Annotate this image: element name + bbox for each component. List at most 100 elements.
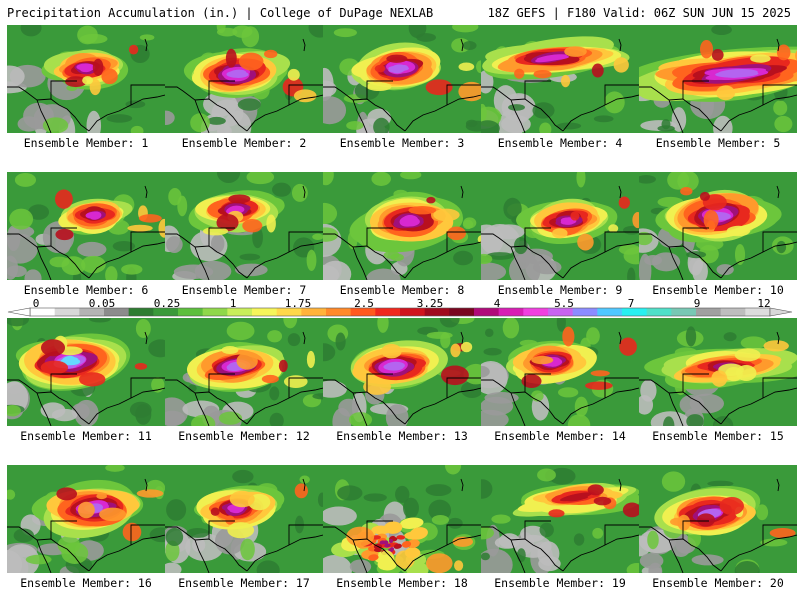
precip-cell bbox=[711, 370, 728, 387]
header-title: Precipitation Accumulation (in.) | Colle… bbox=[7, 6, 434, 20]
precip-cell bbox=[632, 212, 639, 229]
state-border-line bbox=[50, 80, 77, 99]
colorbar-swatch bbox=[671, 308, 697, 316]
state-border-line bbox=[524, 373, 551, 392]
precip-cell bbox=[460, 341, 473, 353]
precip-cell bbox=[127, 224, 153, 232]
header-run-info: 18Z GEFS | F180 Valid: 06Z SUN JUN 15 20… bbox=[487, 6, 791, 20]
state-border-line bbox=[524, 520, 551, 539]
precip-texture bbox=[283, 318, 298, 329]
ensemble-map-panel bbox=[165, 465, 323, 573]
colorbar-swatch bbox=[301, 308, 327, 316]
precip-texture bbox=[508, 104, 525, 111]
precip-cell bbox=[454, 560, 464, 571]
precip-contour bbox=[388, 539, 394, 544]
state-border-line bbox=[762, 231, 797, 252]
dry-patch bbox=[716, 264, 734, 276]
precip-cell bbox=[734, 348, 761, 362]
state-border-line bbox=[562, 241, 639, 279]
precip-texture bbox=[756, 504, 769, 521]
precip-cell bbox=[716, 85, 736, 101]
dry-patch bbox=[7, 65, 25, 88]
precip-cell bbox=[560, 74, 571, 88]
precip-texture bbox=[776, 240, 787, 254]
state-border-line bbox=[604, 377, 639, 398]
state-border-line bbox=[460, 38, 464, 52]
precip-map bbox=[7, 172, 165, 280]
precip-map bbox=[481, 465, 639, 573]
state-border-line bbox=[618, 185, 622, 199]
precip-cell bbox=[287, 68, 300, 81]
precip-cell bbox=[619, 337, 637, 356]
precip-texture bbox=[740, 336, 767, 350]
precip-texture bbox=[463, 363, 481, 385]
ensemble-map-panel bbox=[7, 25, 165, 133]
precip-cell bbox=[608, 224, 619, 233]
precip-cell bbox=[89, 78, 101, 96]
precip-texture bbox=[373, 117, 390, 133]
precip-cell bbox=[261, 374, 279, 384]
precip-texture bbox=[20, 25, 42, 37]
precip-texture bbox=[291, 183, 308, 202]
precip-cell bbox=[236, 352, 258, 370]
precip-cell bbox=[533, 69, 552, 79]
state-border-line bbox=[88, 534, 165, 572]
precip-cell bbox=[92, 58, 104, 76]
precip-texture bbox=[592, 527, 604, 539]
precip-texture bbox=[294, 515, 304, 534]
state-border-line bbox=[404, 241, 481, 279]
precip-contour bbox=[371, 525, 391, 535]
dry-patch bbox=[332, 407, 352, 426]
precip-cell bbox=[531, 355, 554, 365]
dry-patch bbox=[165, 562, 182, 573]
precip-cell bbox=[210, 507, 220, 516]
ensemble-map-panel bbox=[7, 172, 165, 280]
precip-texture bbox=[226, 321, 255, 341]
colorbar-swatch bbox=[252, 308, 278, 316]
precip-texture bbox=[135, 318, 151, 338]
ensemble-map-panel bbox=[481, 25, 639, 133]
precip-texture bbox=[483, 347, 502, 356]
precip-texture bbox=[188, 384, 197, 393]
precip-texture bbox=[403, 497, 419, 519]
precip-texture bbox=[88, 318, 111, 323]
state-border-line bbox=[776, 185, 780, 199]
state-border-line bbox=[302, 478, 306, 492]
precip-texture bbox=[25, 554, 52, 565]
precip-contour bbox=[396, 535, 406, 540]
precip-cell bbox=[54, 189, 73, 209]
precip-cell bbox=[138, 214, 162, 223]
precip-texture bbox=[335, 332, 346, 351]
precip-contour bbox=[89, 212, 101, 219]
dry-patch bbox=[216, 125, 232, 133]
precip-texture bbox=[149, 527, 165, 543]
precip-contour bbox=[409, 527, 428, 540]
precip-texture bbox=[308, 25, 323, 38]
colorbar-swatch bbox=[572, 308, 598, 316]
precip-map bbox=[639, 172, 797, 280]
state-border-line bbox=[208, 227, 235, 246]
precip-texture bbox=[7, 318, 29, 327]
ensemble-map-panel bbox=[639, 465, 797, 573]
precip-texture bbox=[774, 115, 793, 133]
precip-texture bbox=[130, 125, 144, 133]
state-border-line bbox=[208, 520, 235, 539]
precip-texture bbox=[80, 255, 106, 274]
colorbar-swatch bbox=[745, 308, 771, 316]
precip-contour bbox=[389, 547, 394, 552]
precip-texture bbox=[377, 318, 389, 333]
precip-contour bbox=[401, 541, 412, 548]
precip-texture bbox=[106, 114, 133, 123]
state-border-line bbox=[288, 84, 323, 105]
precip-texture bbox=[426, 331, 453, 339]
precip-cell bbox=[366, 82, 392, 92]
precip-cell bbox=[99, 507, 127, 522]
dry-patch bbox=[323, 380, 347, 398]
colorbar-swatch bbox=[128, 308, 154, 316]
colorbar-swatch bbox=[30, 308, 56, 316]
colorbar-swatch bbox=[375, 308, 401, 316]
precip-texture bbox=[484, 328, 494, 338]
precip-cell bbox=[452, 536, 473, 547]
precip-texture bbox=[323, 202, 338, 225]
state-border-line bbox=[130, 231, 165, 252]
